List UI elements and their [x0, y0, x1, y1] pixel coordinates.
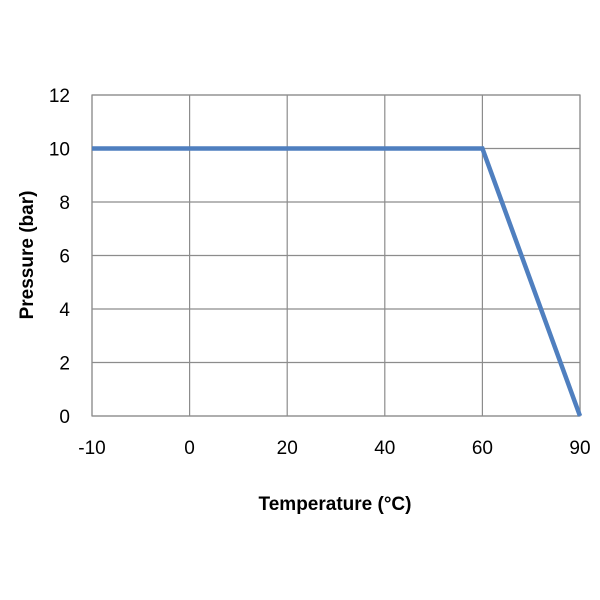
x-tick-label: 40 [374, 438, 395, 459]
x-axis-tick-labels: -10 0 20 40 60 90 [78, 438, 590, 459]
x-tick-label: 20 [277, 438, 298, 459]
y-tick-label: 10 [49, 140, 70, 161]
x-tick-label: 90 [569, 438, 590, 459]
y-tick-label: 12 [49, 86, 70, 107]
y-tick-label: 0 [59, 407, 70, 428]
x-tick-label: 0 [184, 438, 195, 459]
horizontal-gridlines [92, 94, 580, 417]
series-layer [92, 146, 583, 417]
y-tick-label: 6 [59, 247, 70, 268]
y-tick-label: 2 [59, 354, 70, 375]
y-axis-title: Pressure (bar) [17, 191, 38, 320]
y-axis-tick-labels: 0 2 4 6 8 10 12 [49, 86, 71, 428]
series-line [92, 146, 583, 417]
x-tick-label: -10 [78, 438, 105, 459]
y-tick-label: 4 [59, 300, 70, 321]
y-tick-label: 8 [59, 193, 70, 214]
x-axis-title: Temperature (°C) [259, 494, 412, 515]
x-tick-label: 60 [472, 438, 493, 459]
